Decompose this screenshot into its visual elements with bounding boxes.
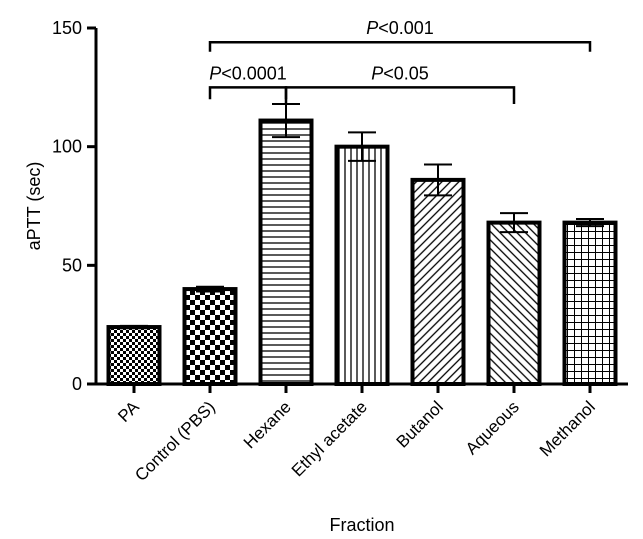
bar: [486, 220, 542, 386]
p-value: <0.001: [378, 18, 434, 38]
y-tick-label: 50: [62, 255, 82, 275]
x-tick-label: Control (PBS): [131, 397, 219, 485]
p-symbol: P: [366, 18, 378, 38]
p-value: <0.0001: [221, 63, 287, 83]
x-tick-label: Methanol: [536, 397, 599, 460]
x-tick-label: Aqueous: [462, 397, 523, 458]
bar: [334, 144, 390, 386]
error-bars: [120, 102, 604, 330]
significance-label: P<0.001: [366, 18, 434, 38]
y-tick-label: 150: [52, 18, 82, 38]
y-axis-label: aPTT (sec): [24, 162, 44, 251]
significance-label: P<0.0001: [209, 63, 287, 83]
p-symbol: P: [209, 63, 221, 83]
bar: [106, 325, 162, 387]
bar: [562, 220, 618, 386]
significance-bracket: [208, 86, 288, 100]
x-tick-label: Ethyl acetate: [288, 397, 371, 480]
x-tick-label: Hexane: [240, 397, 295, 452]
significance-bracket: [208, 40, 592, 52]
bar: [258, 118, 314, 386]
x-tick-label: PA: [114, 397, 143, 426]
bar: [182, 287, 238, 387]
significance-label: P<0.05: [371, 63, 429, 83]
bar: [410, 177, 466, 386]
x-axis-label: Fraction: [329, 515, 394, 535]
p-symbol: P: [371, 63, 383, 83]
p-value: <0.05: [383, 63, 429, 83]
x-tick-label: Butanol: [393, 397, 447, 451]
y-axis: 0 50 100 150 aPTT (sec): [24, 18, 98, 394]
significance-bracket: [284, 86, 516, 104]
y-tick-label: 100: [52, 137, 82, 157]
bars: [106, 118, 618, 387]
significance-annotations: P<0.0001 P<0.05P<0.001: [208, 18, 592, 104]
y-tick-label: 0: [72, 374, 82, 394]
